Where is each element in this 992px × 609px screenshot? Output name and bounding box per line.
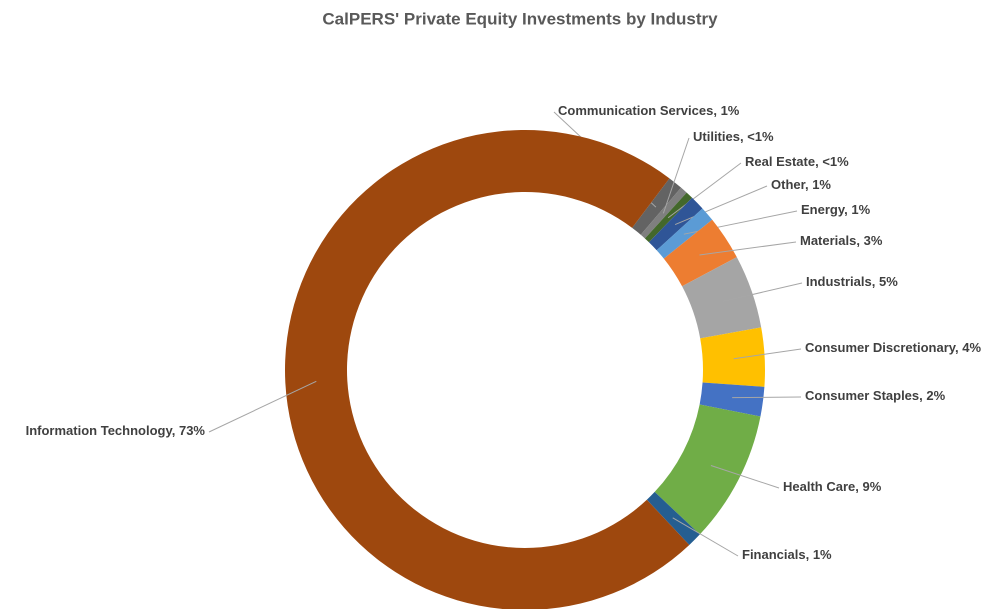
value-label: 3% [864, 233, 883, 248]
data-label: Other, 1% [771, 177, 831, 192]
leader-line [667, 162, 742, 219]
separator: , [740, 129, 747, 144]
separator: , [844, 202, 851, 217]
leader-line [710, 465, 780, 489]
leader-line [733, 348, 802, 360]
leader-line [699, 241, 797, 256]
leader-line [208, 380, 317, 433]
data-label: Real Estate, <1% [745, 154, 849, 169]
category-name: Materials [800, 233, 856, 248]
separator: , [806, 547, 813, 562]
category-name: Consumer Staples [805, 388, 919, 403]
category-name: Communication Services [558, 103, 713, 118]
separator: , [856, 233, 863, 248]
category-name: Information Technology [26, 423, 174, 438]
separator: , [872, 274, 879, 289]
separator: , [815, 154, 822, 169]
donut-slice [699, 382, 765, 417]
category-name: Utilities [693, 129, 740, 144]
value-label: 73% [179, 423, 205, 438]
data-label: Communication Services, 1% [558, 103, 740, 118]
category-name: Consumer Discretionary [805, 340, 957, 355]
value-label: 1% [721, 103, 740, 118]
data-label: Consumer Discretionary, 4% [805, 340, 981, 355]
category-name: Real Estate [745, 154, 815, 169]
leader-line [732, 396, 802, 399]
data-label: Health Care, 9% [783, 479, 882, 494]
category-name: Other [771, 177, 806, 192]
value-label: 1% [851, 202, 870, 217]
donut-slice [682, 257, 762, 339]
donut-slice [632, 178, 682, 235]
donut-slice [656, 208, 713, 259]
data-label: Energy, 1% [801, 202, 871, 217]
data-label: Industrials, 5% [806, 274, 898, 289]
category-name: Health Care [783, 479, 855, 494]
data-label: Consumer Staples, 2% [805, 388, 946, 403]
leader-line [722, 282, 803, 302]
donut-slice [663, 219, 737, 287]
donut-slice [700, 327, 765, 387]
leader-line [674, 185, 768, 226]
leader-line [672, 517, 739, 557]
value-label: <1% [747, 129, 774, 144]
category-name: Energy [801, 202, 846, 217]
separator: , [855, 479, 862, 494]
data-label: Information Technology, 73% [26, 423, 206, 438]
separator: , [919, 388, 926, 403]
separator: , [172, 423, 179, 438]
category-name: Financials [742, 547, 806, 562]
category-name: Industrials [806, 274, 872, 289]
value-label: 1% [813, 547, 832, 562]
separator: , [713, 103, 720, 118]
value-label: 9% [862, 479, 881, 494]
data-label: Utilities, <1% [693, 129, 774, 144]
value-label: 4% [962, 340, 981, 355]
value-label: <1% [822, 154, 849, 169]
separator: , [955, 340, 962, 355]
leader-line [662, 137, 690, 214]
data-label: Financials, 1% [742, 547, 832, 562]
value-label: 5% [879, 274, 898, 289]
donut-slice [285, 130, 690, 609]
value-label: 1% [812, 177, 831, 192]
data-label: Materials, 3% [800, 233, 883, 248]
donut-slice [654, 404, 761, 535]
value-label: 2% [926, 388, 945, 403]
chart-title: CalPERS' Private Equity Investments by I… [322, 9, 718, 28]
separator: , [805, 177, 812, 192]
